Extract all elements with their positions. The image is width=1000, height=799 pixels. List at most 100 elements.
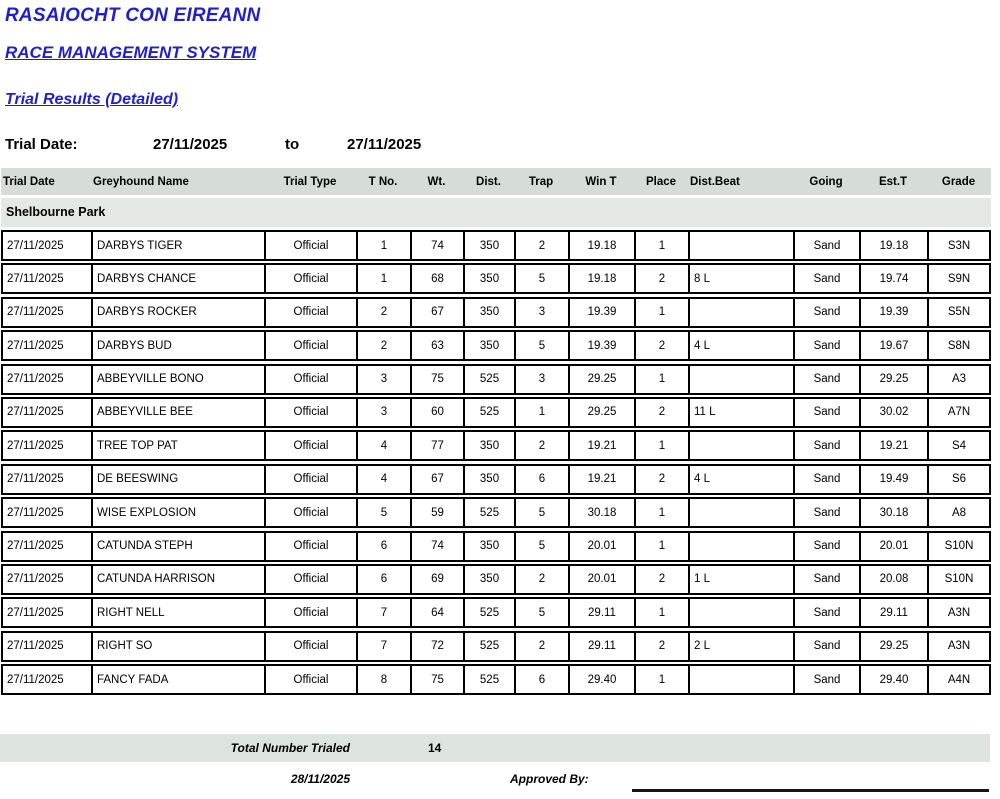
cell-trap: 2 bbox=[516, 632, 570, 660]
cell-t-no: 3 bbox=[358, 398, 412, 426]
trial-date-filter: Trial Date: 27/11/2025 to 27/11/2025 bbox=[5, 136, 1000, 153]
cell-going: Sand bbox=[795, 298, 861, 326]
cell-place: 2 bbox=[636, 332, 690, 360]
cell-dist: 350 bbox=[465, 432, 516, 460]
cell-dist: 350 bbox=[465, 232, 516, 259]
cell-dist: 350 bbox=[465, 465, 516, 493]
cell-going: Sand bbox=[795, 432, 861, 460]
column-header-wt: Wt. bbox=[427, 175, 446, 188]
table-row: 27/11/2025 DARBYS CHANCE Official 1 68 350 5 19… bbox=[1, 263, 991, 295]
trial-date-to-value: 27/11/2025 bbox=[347, 136, 422, 153]
cell-trial-type: Official bbox=[266, 365, 358, 393]
cell-greyhound-name: WISE EXPLOSION bbox=[93, 499, 266, 527]
cell-place: 2 bbox=[636, 265, 690, 293]
cell-trap: 5 bbox=[516, 599, 570, 627]
cell-trial-date: 27/11/2025 bbox=[3, 365, 93, 393]
cell-dist: 350 bbox=[465, 298, 516, 326]
table-row: 27/11/2025 RIGHT SO Official 7 72 525 2 29.11 2 2… bbox=[1, 630, 991, 662]
cell-greyhound-name: FANCY FADA bbox=[93, 666, 266, 694]
cell-trap: 3 bbox=[516, 365, 570, 393]
cell-wt: 74 bbox=[412, 532, 465, 560]
cell-win-t: 29.25 bbox=[570, 398, 636, 426]
table-row: 27/11/2025 TREE TOP PAT Official 4 77 350 2 19.… bbox=[1, 430, 991, 462]
column-header-going: Going bbox=[809, 175, 843, 188]
cell-wt: 64 bbox=[412, 599, 465, 627]
cell-place: 1 bbox=[636, 232, 690, 259]
cell-trap: 2 bbox=[516, 565, 570, 593]
cell-place: 2 bbox=[636, 398, 690, 426]
cell-greyhound-name: RIGHT SO bbox=[93, 632, 266, 660]
cell-dist-beat bbox=[690, 599, 795, 627]
total-trialed-value: 14 bbox=[428, 741, 442, 756]
cell-trial-type: Official bbox=[266, 398, 358, 426]
print-date: 28/11/2025 bbox=[290, 772, 350, 787]
cell-dist: 350 bbox=[465, 565, 516, 593]
cell-trial-type: Official bbox=[266, 298, 358, 326]
cell-place: 2 bbox=[636, 632, 690, 660]
cell-dist-beat: 4 L bbox=[690, 465, 795, 493]
table-body: 27/11/2025 DARBYS TIGER Official 1 74 350 2 19.… bbox=[1, 230, 991, 696]
cell-grade: S10N bbox=[944, 540, 974, 553]
cell-place: 2 bbox=[636, 465, 690, 493]
cell-dist: 525 bbox=[465, 398, 516, 426]
cell-dist-beat: 2 L bbox=[690, 632, 795, 660]
cell-est-t: 29.25 bbox=[861, 365, 929, 393]
cell-greyhound-name: TREE TOP PAT bbox=[93, 432, 266, 460]
cell-grade: S5N bbox=[947, 306, 971, 319]
cell-dist: 525 bbox=[465, 499, 516, 527]
cell-trial-type: Official bbox=[266, 499, 358, 527]
column-header-dist: Dist. bbox=[476, 175, 501, 188]
cell-dist: 525 bbox=[465, 632, 516, 660]
cell-trial-type: Official bbox=[266, 632, 358, 660]
cell-trap: 6 bbox=[516, 666, 570, 694]
cell-wt: 75 bbox=[412, 666, 465, 694]
cell-grade: S8N bbox=[947, 339, 971, 352]
cell-dist-beat: 1 L bbox=[690, 565, 795, 593]
results-table: Trial Date Greyhound Name Trial Type T No. W… bbox=[1, 168, 991, 696]
cell-trial-date: 27/11/2025 bbox=[3, 465, 93, 493]
cell-place: 1 bbox=[636, 365, 690, 393]
cell-est-t: 29.11 bbox=[861, 599, 929, 627]
cell-wt: 75 bbox=[412, 365, 465, 393]
cell-going: Sand bbox=[795, 532, 861, 560]
cell-win-t: 19.39 bbox=[570, 332, 636, 360]
cell-trial-type: Official bbox=[266, 232, 358, 259]
cell-grade: S6 bbox=[951, 473, 967, 486]
cell-place: 1 bbox=[636, 432, 690, 460]
cell-trial-type: Official bbox=[266, 565, 358, 593]
cell-trial-type: Official bbox=[266, 532, 358, 560]
cell-dist: 525 bbox=[465, 599, 516, 627]
cell-trial-date: 27/11/2025 bbox=[3, 599, 93, 627]
cell-est-t: 19.39 bbox=[861, 298, 929, 326]
cell-win-t: 29.40 bbox=[570, 666, 636, 694]
cell-dist-beat: 8 L bbox=[690, 265, 795, 293]
cell-dist-beat bbox=[690, 499, 795, 527]
cell-t-no: 4 bbox=[358, 432, 412, 460]
cell-grade: S3N bbox=[947, 239, 971, 252]
cell-greyhound-name: DARBYS ROCKER bbox=[93, 298, 266, 326]
cell-trial-type: Official bbox=[266, 465, 358, 493]
cell-dist-beat bbox=[690, 365, 795, 393]
cell-place: 2 bbox=[636, 565, 690, 593]
cell-dist-beat bbox=[690, 298, 795, 326]
table-row: 27/11/2025 ABBEYVILLE BEE Official 3 60 525 1 2… bbox=[1, 396, 991, 428]
cell-trial-type: Official bbox=[266, 332, 358, 360]
cell-going: Sand bbox=[795, 265, 861, 293]
column-header-greyhound-name: Greyhound Name bbox=[93, 175, 189, 188]
cell-win-t: 29.25 bbox=[570, 365, 636, 393]
table-row: 27/11/2025 DARBYS BUD Official 2 63 350 5 19.39… bbox=[1, 330, 991, 362]
cell-going: Sand bbox=[795, 565, 861, 593]
cell-place: 1 bbox=[636, 499, 690, 527]
cell-wt: 69 bbox=[412, 565, 465, 593]
cell-greyhound-name: CATUNDA STEPH bbox=[93, 532, 266, 560]
cell-t-no: 7 bbox=[358, 599, 412, 627]
column-header-trial-type: Trial Type bbox=[283, 175, 337, 188]
cell-trial-date: 27/11/2025 bbox=[3, 265, 93, 293]
cell-t-no: 8 bbox=[358, 666, 412, 694]
cell-dist-beat bbox=[690, 532, 795, 560]
column-header-place: Place bbox=[645, 175, 677, 188]
table-row: 27/11/2025 CATUNDA STEPH Official 6 74 350 5 20… bbox=[1, 530, 991, 562]
cell-trap: 6 bbox=[516, 465, 570, 493]
cell-dist: 525 bbox=[465, 365, 516, 393]
track-group-header: Shelbourne Park bbox=[1, 198, 991, 227]
